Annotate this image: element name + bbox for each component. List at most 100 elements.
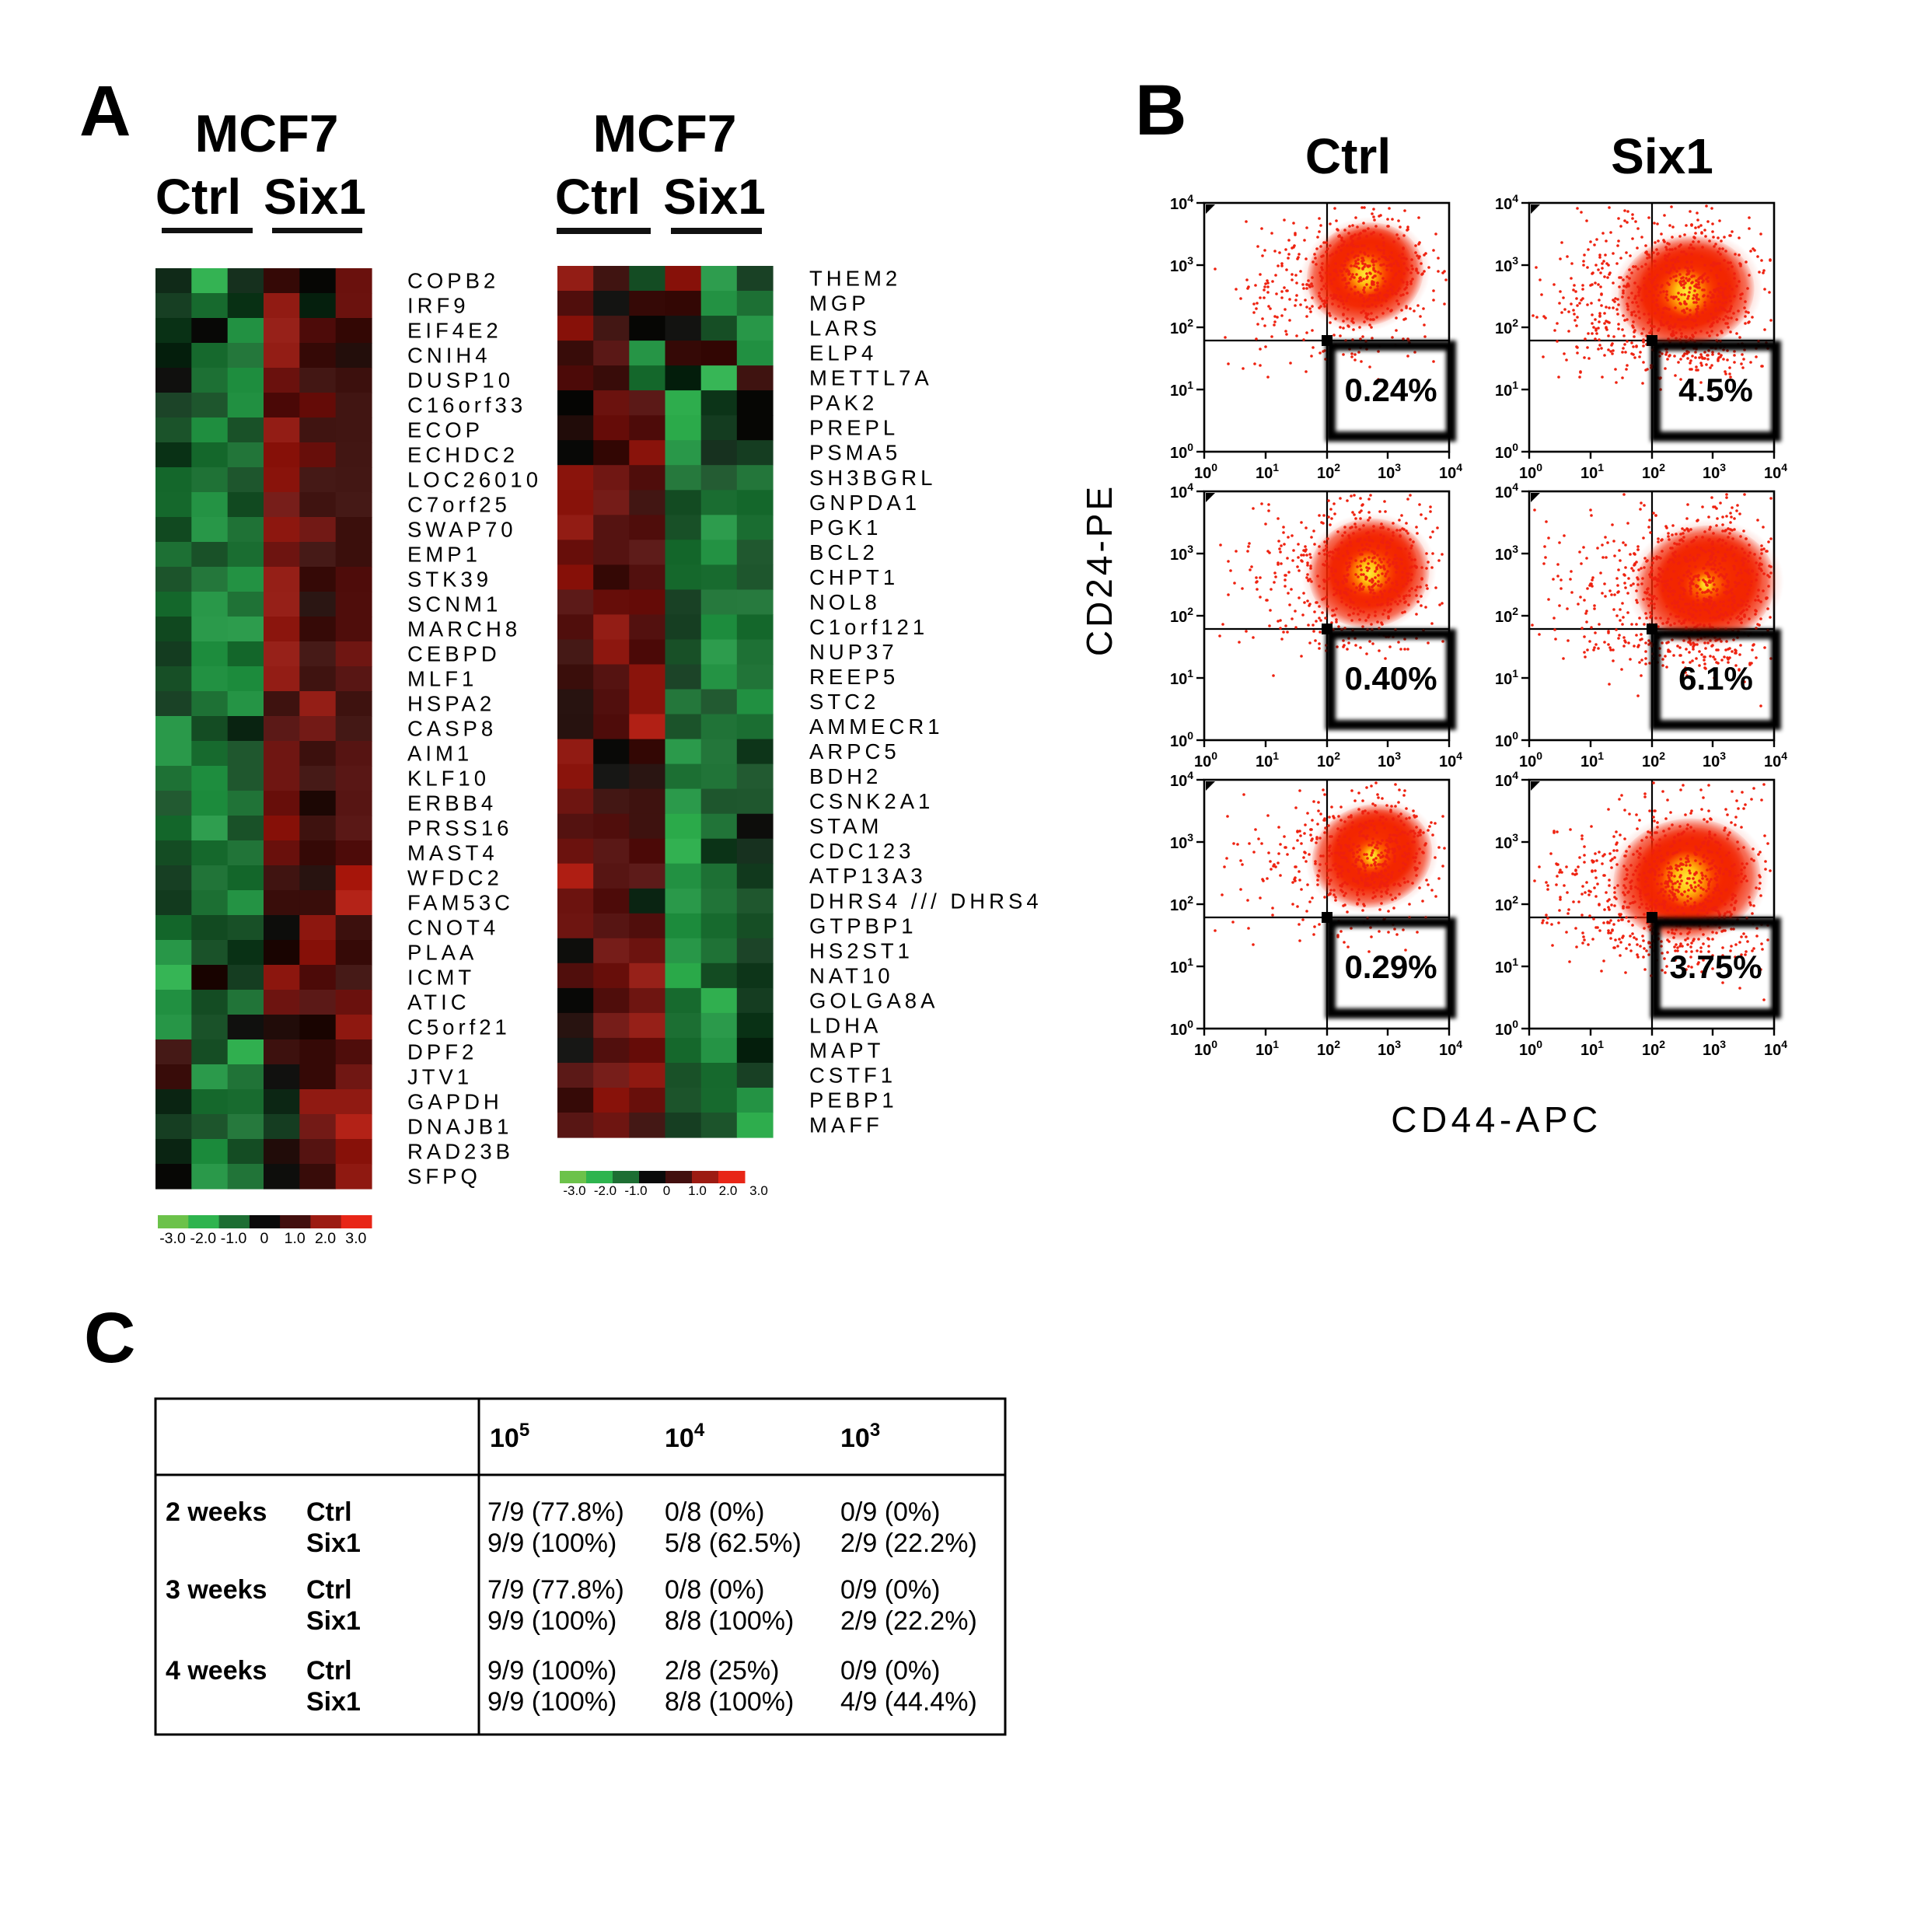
svg-text:100: 100	[1495, 441, 1518, 462]
svg-text:-2.0: -2.0	[594, 1183, 616, 1198]
svg-text:ECHDC2: ECHDC2	[407, 443, 519, 467]
svg-text:MCF7: MCF7	[194, 104, 338, 163]
svg-text:104: 104	[1170, 480, 1193, 501]
svg-text:NOL8: NOL8	[809, 590, 881, 614]
svg-text:LOC26010: LOC26010	[407, 468, 542, 492]
svg-text:MARCH8: MARCH8	[407, 617, 521, 641]
svg-text:104: 104	[1495, 192, 1518, 213]
svg-text:102: 102	[1317, 1038, 1340, 1059]
svg-text:103: 103	[1170, 543, 1193, 564]
svg-text:101: 101	[1495, 667, 1518, 688]
svg-text:103: 103	[1378, 461, 1401, 482]
svg-text:GAPDH: GAPDH	[407, 1090, 503, 1114]
svg-text:104: 104	[1764, 749, 1787, 770]
svg-text:0: 0	[663, 1183, 670, 1198]
svg-text:JTV1: JTV1	[407, 1065, 473, 1089]
svg-text:104: 104	[1439, 461, 1462, 482]
svg-text:2.0: 2.0	[719, 1183, 738, 1198]
svg-text:WFDC2: WFDC2	[407, 866, 503, 890]
svg-text:GNPDA1: GNPDA1	[809, 491, 920, 515]
svg-text:THEM2: THEM2	[809, 267, 901, 291]
svg-text:101: 101	[1256, 1038, 1279, 1059]
svg-text:CEBPD: CEBPD	[407, 642, 501, 666]
svg-text:-3.0: -3.0	[563, 1183, 585, 1198]
svg-text:3.0: 3.0	[749, 1183, 768, 1198]
svg-text:HSPA2: HSPA2	[407, 692, 495, 716]
svg-text:SFPQ: SFPQ	[407, 1165, 481, 1189]
svg-text:104: 104	[1495, 480, 1518, 501]
svg-text:PGK1: PGK1	[809, 515, 882, 540]
svg-text:Ctrl: Ctrl	[155, 169, 241, 225]
svg-text:102: 102	[1317, 461, 1340, 482]
svg-text:REEP5: REEP5	[809, 665, 899, 689]
svg-text:GOLGA8A: GOLGA8A	[809, 988, 938, 1012]
svg-text:101: 101	[1256, 749, 1279, 770]
svg-text:IRF9: IRF9	[407, 294, 470, 318]
svg-text:CD24-PE: CD24-PE	[1079, 484, 1119, 656]
svg-text:CASP8: CASP8	[407, 717, 497, 741]
svg-text:ELP4: ELP4	[809, 341, 877, 365]
svg-text:MAPT: MAPT	[809, 1038, 884, 1062]
svg-text:100: 100	[1194, 461, 1217, 482]
svg-text:ECOP: ECOP	[407, 418, 484, 442]
svg-text:104: 104	[1170, 192, 1193, 213]
svg-text:Six1: Six1	[264, 169, 366, 225]
svg-text:STK39: STK39	[407, 568, 492, 592]
svg-text:100: 100	[1519, 749, 1542, 770]
svg-text:102: 102	[1170, 605, 1193, 626]
svg-text:-1.0: -1.0	[221, 1230, 247, 1247]
svg-text:ARPC5: ARPC5	[809, 739, 900, 763]
svg-text:RAD23B: RAD23B	[407, 1140, 514, 1164]
svg-text:102: 102	[1170, 316, 1193, 337]
svg-text:100: 100	[1194, 1038, 1217, 1059]
svg-text:101: 101	[1580, 461, 1604, 482]
svg-text:-2.0: -2.0	[190, 1230, 216, 1247]
svg-text:100: 100	[1170, 729, 1193, 750]
svg-text:104: 104	[1170, 769, 1193, 790]
svg-text:103: 103	[1378, 1038, 1401, 1059]
svg-text:DNAJB1: DNAJB1	[407, 1115, 512, 1139]
svg-text:101: 101	[1580, 749, 1604, 770]
svg-text:CSTF1: CSTF1	[809, 1064, 896, 1088]
svg-text:CNIH4: CNIH4	[407, 344, 491, 368]
svg-text:CHPT1: CHPT1	[809, 565, 899, 589]
svg-text:NUP37: NUP37	[809, 640, 898, 664]
svg-text:BDH2: BDH2	[809, 764, 882, 788]
svg-text:Ctrl: Ctrl	[555, 169, 641, 225]
svg-text:Six1: Six1	[663, 169, 766, 225]
svg-text:MAFF: MAFF	[809, 1113, 883, 1137]
svg-text:0.29%: 0.29%	[1344, 949, 1437, 985]
svg-text:104: 104	[1439, 749, 1462, 770]
svg-text:MLF1: MLF1	[407, 667, 477, 691]
svg-text:102: 102	[1495, 605, 1518, 626]
svg-text:1.0: 1.0	[285, 1230, 306, 1247]
svg-text:101: 101	[1170, 956, 1193, 976]
svg-text:100: 100	[1495, 729, 1518, 750]
svg-text:3.0: 3.0	[345, 1230, 366, 1247]
svg-text:CSNK2A1: CSNK2A1	[809, 789, 934, 813]
svg-text:104: 104	[1439, 1038, 1462, 1059]
svg-text:101: 101	[1256, 461, 1279, 482]
svg-text:0.24%: 0.24%	[1344, 372, 1437, 408]
svg-text:MGP: MGP	[809, 292, 870, 316]
svg-text:ATP13A3: ATP13A3	[809, 864, 927, 888]
svg-text:SH3BGRL: SH3BGRL	[809, 466, 936, 490]
svg-text:Six1: Six1	[1611, 128, 1713, 184]
svg-text:CD44-APC: CD44-APC	[1391, 1099, 1602, 1140]
svg-text:AIM1: AIM1	[407, 742, 473, 766]
svg-text:LARS: LARS	[809, 316, 881, 341]
svg-text:AMMECR1: AMMECR1	[809, 714, 944, 739]
svg-text:101: 101	[1495, 379, 1518, 400]
svg-text:C1orf121: C1orf121	[809, 615, 928, 639]
svg-text:METTL7A: METTL7A	[809, 366, 933, 390]
svg-text:NAT10: NAT10	[809, 963, 894, 987]
svg-text:ICMT: ICMT	[407, 966, 475, 990]
svg-text:GTPBP1: GTPBP1	[809, 914, 917, 938]
svg-text:COPB2: COPB2	[407, 269, 499, 293]
svg-text:MCF7: MCF7	[592, 104, 736, 163]
svg-text:6.1%: 6.1%	[1678, 660, 1753, 697]
svg-text:Ctrl: Ctrl	[1305, 128, 1391, 184]
svg-text:CNOT4: CNOT4	[407, 916, 499, 940]
svg-text:103: 103	[1495, 543, 1518, 564]
svg-text:DHRS4 /// DHRS4: DHRS4 /// DHRS4	[809, 889, 1043, 913]
